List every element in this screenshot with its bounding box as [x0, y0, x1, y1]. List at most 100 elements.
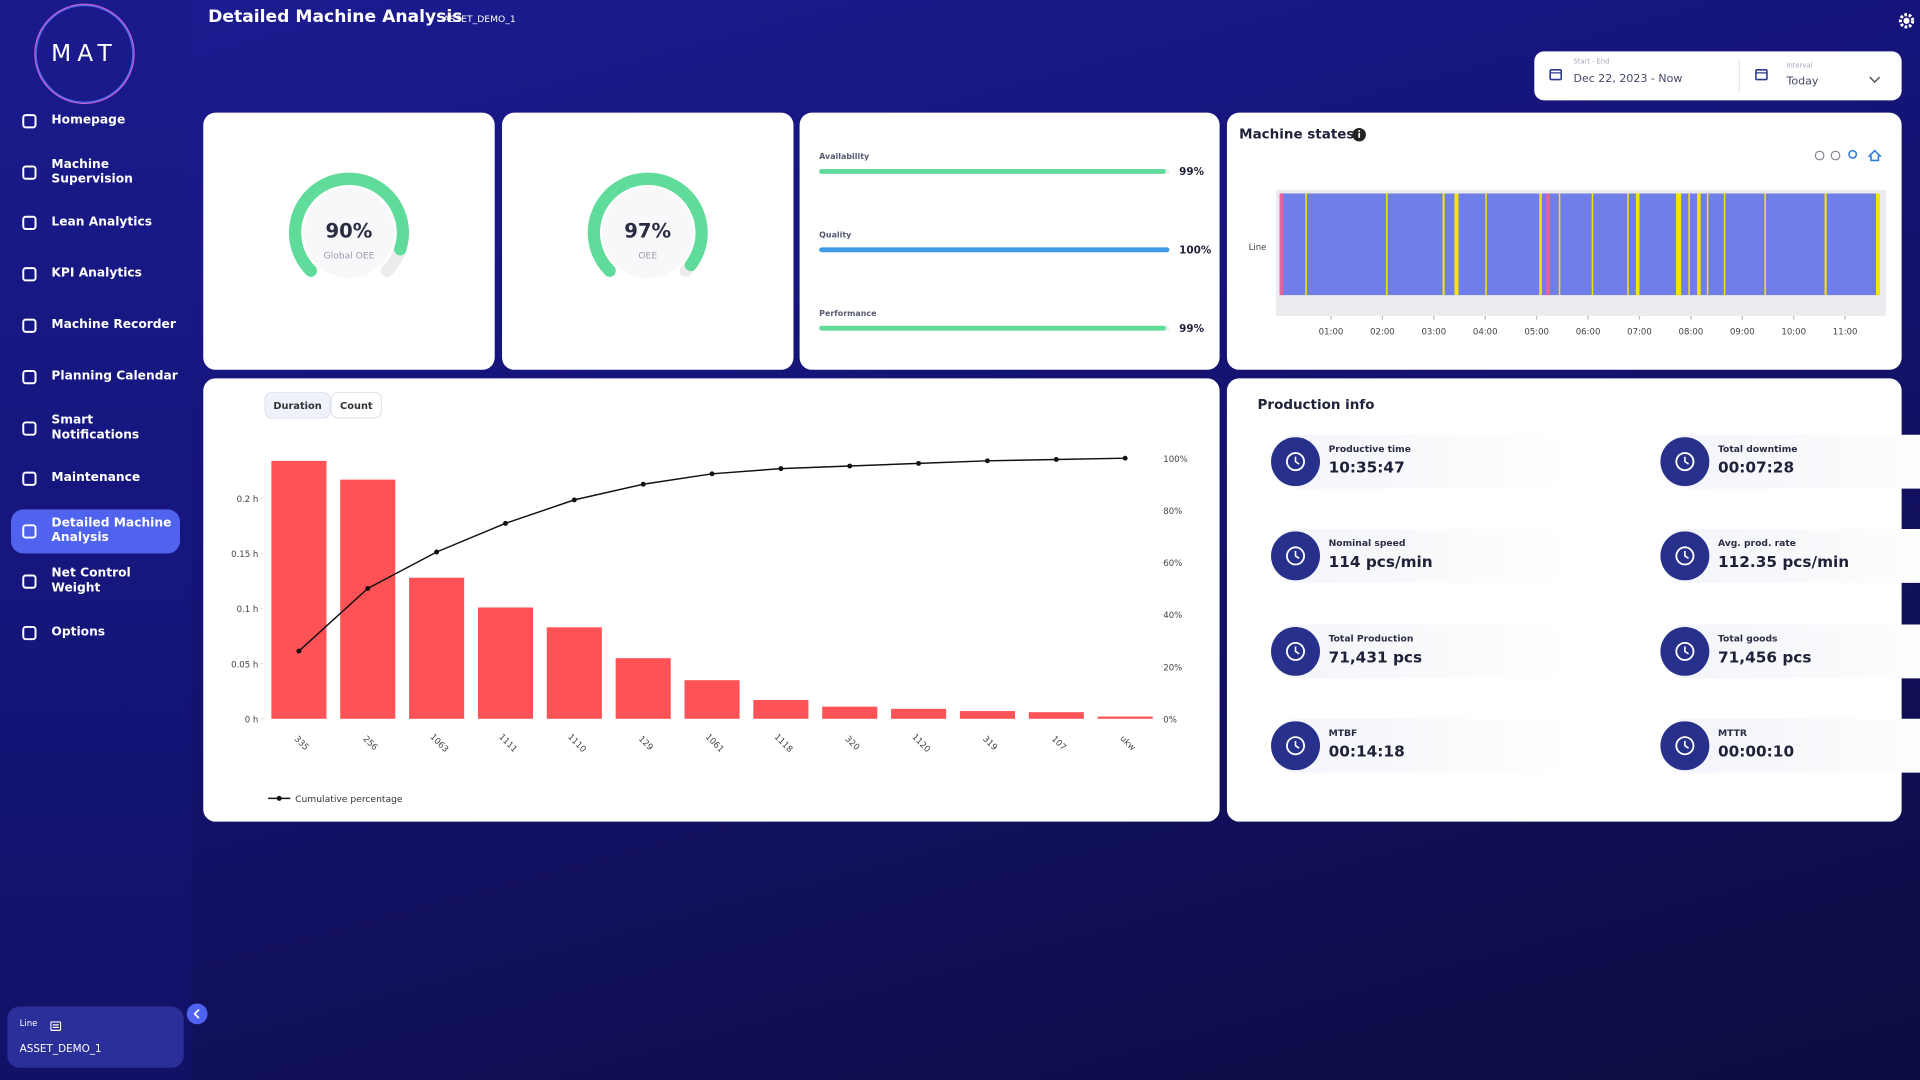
- pareto-chart: 0 h 0.05 h 0.1 h 0.15 h 0.2 h 0% 20% 40% 60% 80% 1…: [231, 455, 1188, 805]
- cumulative-point: [985, 458, 990, 464]
- cumulative-point: [916, 460, 922, 466]
- y2-tick-label: 20%: [1163, 663, 1182, 673]
- y-tick-label: 0.2 h: [237, 495, 259, 505]
- legend-label: Cumulative percentage: [295, 794, 403, 805]
- state-segment: [1558, 193, 1561, 296]
- state-segment: [1442, 193, 1445, 296]
- gauge-card: 97% OEE: [502, 112, 794, 370]
- settings-icon[interactable]: [1898, 12, 1915, 29]
- bar: [340, 479, 396, 719]
- rate-bar: [819, 168, 1166, 174]
- nav-icon: [22, 370, 37, 385]
- nav-item[interactable]: Lean Analytics: [11, 201, 180, 245]
- nav-label: Detailed Machine Analysis: [51, 516, 172, 545]
- logo[interactable]: MAT: [34, 3, 135, 105]
- state-segment: [1279, 193, 1284, 296]
- cumulative-point: [640, 481, 646, 487]
- nav-item[interactable]: Machine Supervision: [11, 151, 180, 195]
- gauge-value-label: 97%: [624, 220, 671, 243]
- nav-item[interactable]: Net Control Weight: [11, 560, 180, 604]
- x-tick-label: 11:00: [1833, 327, 1858, 337]
- x-tick-label: 1063: [428, 732, 450, 754]
- bar: [477, 607, 534, 719]
- nav-item[interactable]: Planning Calendar: [11, 355, 180, 399]
- info-icon[interactable]: [1352, 127, 1366, 142]
- icon-hand: [1684, 740, 1690, 749]
- tab[interactable]: Count: [330, 391, 383, 419]
- info-value: 00:14:18: [1328, 742, 1405, 761]
- chart-toolbar[interactable]: [1814, 149, 1882, 162]
- gauge-caption: OEE: [638, 250, 657, 261]
- interval-label: Interval: [1786, 62, 1813, 70]
- x-tick-label: 09:00: [1730, 327, 1755, 337]
- asset-icon: [50, 1021, 62, 1032]
- nav-item[interactable]: KPI Analytics: [11, 252, 180, 296]
- nav-item[interactable]: Detailed Machine Analysis: [11, 509, 181, 554]
- nav-icon: [22, 625, 37, 641]
- cumulative-point: [365, 586, 371, 591]
- gauge-caption: Global OEE: [323, 250, 374, 261]
- info-value: 10:35:47: [1328, 457, 1405, 477]
- icon-shape: [22, 471, 37, 486]
- date-picker[interactable]: Start - End Dec 22, 2023 - Now Interval …: [1534, 51, 1902, 101]
- gauge-inner: [602, 187, 694, 278]
- cumulative-point: [571, 497, 577, 503]
- state-segment: [1697, 193, 1701, 296]
- icon-shape: [22, 524, 37, 539]
- icon-ring: [1286, 641, 1306, 661]
- state-segment: [1386, 193, 1388, 296]
- nav-icon: [22, 574, 37, 589]
- x-tick-label: 107: [1049, 734, 1068, 753]
- icon-shape: [22, 215, 37, 230]
- chevron: [1869, 76, 1881, 84]
- rate-name: Performance: [819, 309, 876, 318]
- state-segment: [1485, 193, 1487, 296]
- rate-value: 99%: [1179, 166, 1204, 178]
- bar: [271, 460, 327, 719]
- y2-tick-label: 40%: [1163, 611, 1182, 621]
- x-tick-label: 07:00: [1627, 327, 1652, 337]
- state-segment: [1688, 193, 1690, 296]
- calendar-icon: [1755, 69, 1768, 81]
- asset-label: Line: [19, 1018, 38, 1029]
- icon-ring: [1675, 736, 1695, 756]
- nav-item[interactable]: Smart Notifications: [11, 407, 180, 451]
- rate-bar: [819, 325, 1166, 331]
- info-item: Productive time 10:35:47: [1271, 434, 1570, 489]
- state-segment: [1706, 193, 1709, 296]
- collapse-button[interactable]: [186, 1003, 208, 1025]
- info-value: 71,431 pcs: [1328, 647, 1423, 667]
- nav-item[interactable]: Homepage: [11, 99, 180, 143]
- icon-hand: [1294, 551, 1300, 560]
- icon-hand: [1294, 740, 1300, 749]
- y-tick-label: 0 h: [245, 715, 259, 725]
- bar: [615, 658, 671, 719]
- info-item: Avg. prod. rate 112.35 pcs/min: [1660, 528, 1920, 583]
- state-segment: [1454, 193, 1459, 296]
- asset-panel[interactable]: Line ASSET_DEMO_1: [7, 1006, 184, 1068]
- y-tick-label: 0.1 h: [237, 605, 259, 615]
- nav-label: Planning Calendar: [51, 369, 178, 384]
- icon-hand: [1684, 551, 1690, 560]
- gauge: 90% Global OEE: [288, 172, 409, 278]
- legend-dot: [276, 795, 282, 801]
- rate-name: Availability: [819, 152, 870, 161]
- rate-bar: [819, 247, 1170, 253]
- info-item: MTBF 00:14:18: [1271, 718, 1570, 773]
- nav-item[interactable]: Machine Recorder: [11, 304, 180, 348]
- machine-states-card: Line 01:00 02:00 03:00 04:00 05:00 06:00 07:00 0…: [1226, 112, 1902, 370]
- icon-shape: [22, 267, 37, 282]
- x-tick-label: 319: [980, 734, 999, 753]
- nav-item[interactable]: Maintenance: [11, 457, 180, 501]
- logo-text: MAT: [51, 40, 118, 68]
- nav-item[interactable]: Options: [11, 611, 180, 655]
- icon-shape: [22, 421, 37, 436]
- x-tick-label: 06:00: [1576, 327, 1601, 337]
- nav-label: Smart Notifications: [51, 413, 140, 443]
- icon-hand: [1684, 646, 1690, 655]
- production-info-card: Production info Productive time 10:35:47 T…: [1226, 378, 1920, 822]
- nav-label: Options: [51, 625, 106, 640]
- nav-icon: [22, 318, 37, 333]
- tab[interactable]: Duration: [264, 391, 331, 419]
